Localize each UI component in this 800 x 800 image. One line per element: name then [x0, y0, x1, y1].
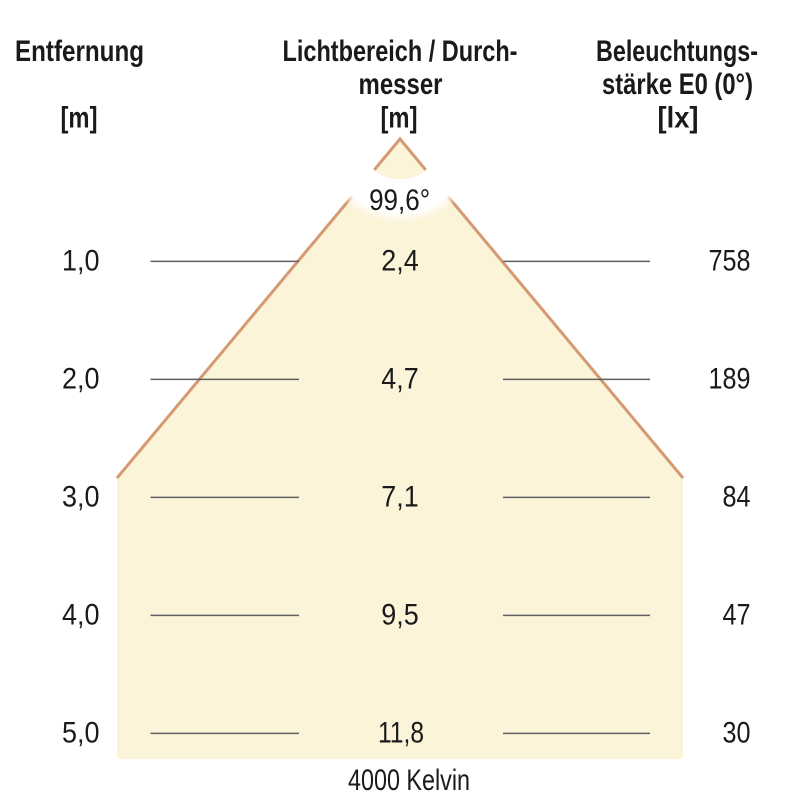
- svg-text:Lichtbereich / Durch-: Lichtbereich / Durch-: [283, 35, 518, 68]
- svg-text:Entfernung: Entfernung: [15, 35, 144, 68]
- svg-text:189: 189: [709, 363, 751, 396]
- svg-text:11,8: 11,8: [378, 717, 424, 750]
- svg-text:3,0: 3,0: [62, 481, 100, 514]
- svg-text:99,6°: 99,6°: [369, 184, 430, 217]
- svg-text:47: 47: [723, 599, 751, 632]
- svg-text:[m]: [m]: [381, 102, 418, 135]
- svg-text:[m]: [m]: [61, 102, 98, 135]
- svg-text:7,1: 7,1: [381, 481, 419, 514]
- svg-text:1,0: 1,0: [62, 245, 100, 278]
- svg-text:Beleuchtungs-: Beleuchtungs-: [596, 35, 758, 68]
- svg-text:messer: messer: [359, 68, 443, 101]
- svg-text:758: 758: [709, 245, 751, 278]
- svg-text:9,5: 9,5: [381, 599, 419, 632]
- svg-text:5,0: 5,0: [62, 717, 100, 750]
- svg-text:[lx]: [lx]: [658, 102, 699, 135]
- svg-text:84: 84: [723, 481, 751, 514]
- svg-text:stärke E0 (0°): stärke E0 (0°): [602, 68, 753, 101]
- svg-text:4000 Kelvin: 4000 Kelvin: [348, 764, 470, 797]
- svg-text:2,4: 2,4: [381, 245, 419, 278]
- svg-text:4,0: 4,0: [62, 599, 100, 632]
- svg-text:30: 30: [723, 717, 751, 750]
- svg-text:2,0: 2,0: [62, 363, 100, 396]
- svg-text:4,7: 4,7: [381, 363, 419, 396]
